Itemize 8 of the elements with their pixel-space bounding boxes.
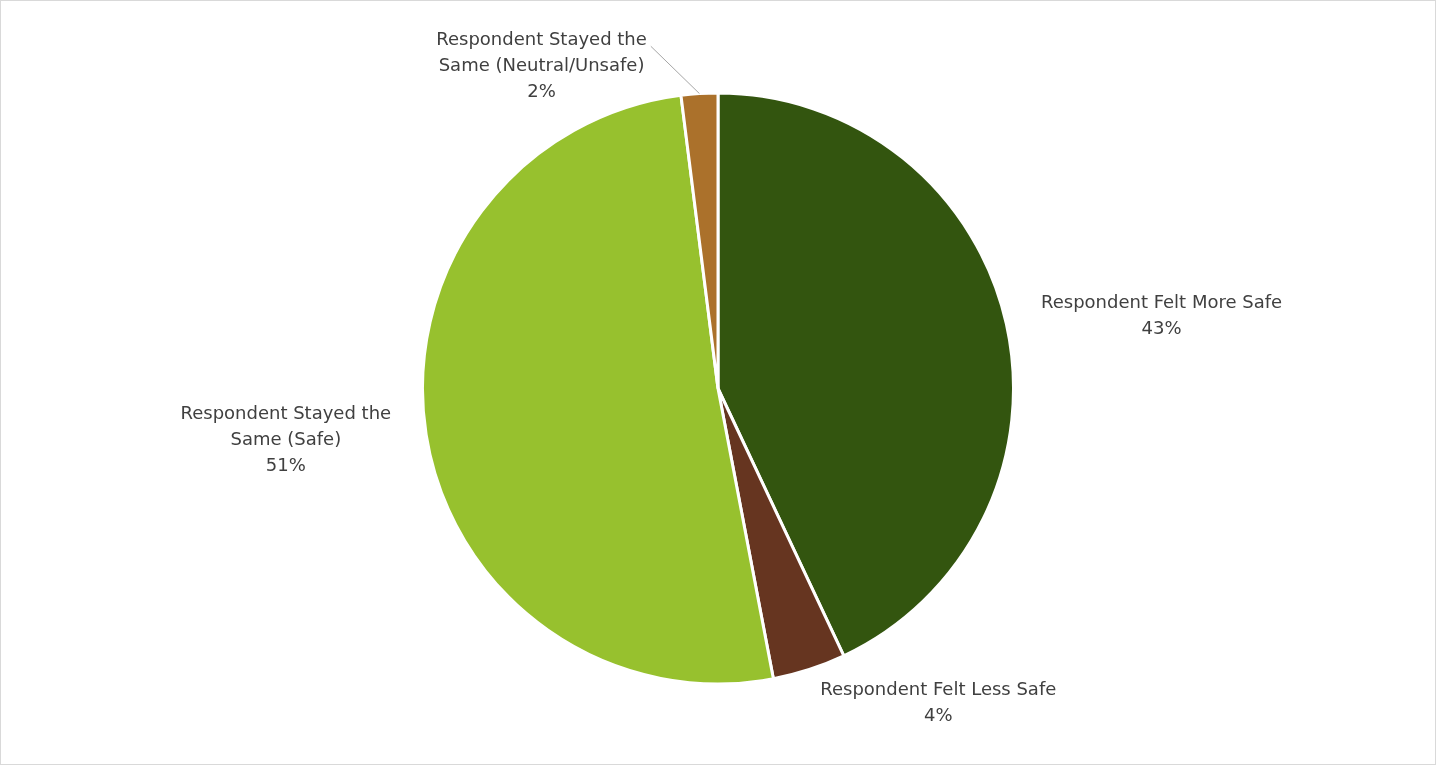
data-label: 43% <box>1141 316 1182 338</box>
slice-label: Respondent Stayed the Same (Safe) <box>180 401 392 449</box>
slice-label: Respondent Felt Less Safe <box>820 677 1057 699</box>
slice-label: Respondent Felt More Safe <box>1040 290 1283 312</box>
data-label: 4% <box>924 703 953 725</box>
data-label: 2% <box>527 79 556 101</box>
data-label: 51% <box>265 453 306 475</box>
slice-label: Respondent Stayed the Same (Neutral/Unsafe) <box>436 27 647 75</box>
